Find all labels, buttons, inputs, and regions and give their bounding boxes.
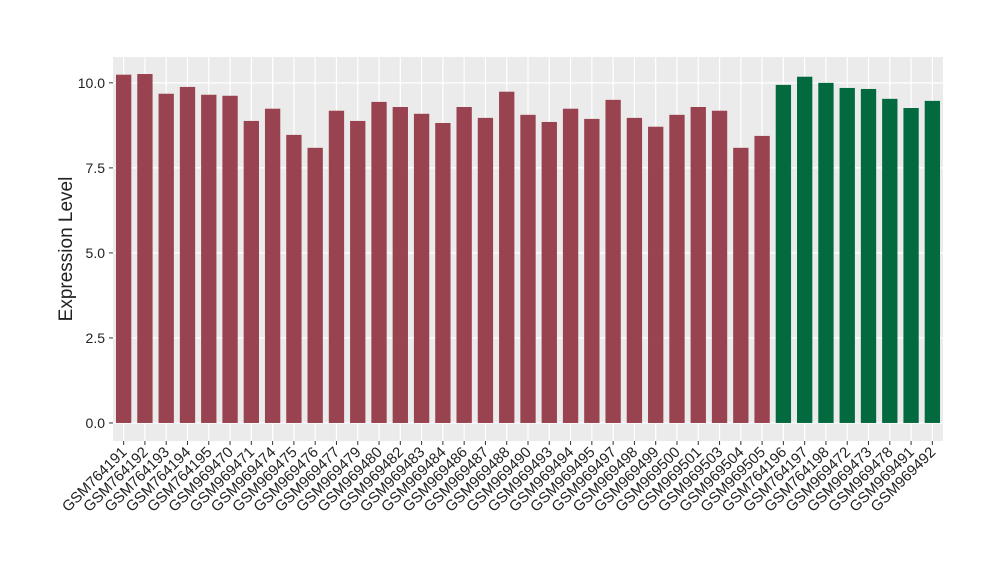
bar <box>307 147 323 423</box>
bar <box>626 117 643 423</box>
bar <box>499 91 515 423</box>
bar <box>456 106 472 423</box>
bar <box>690 106 706 423</box>
bar <box>392 106 408 423</box>
y-axis-label: Expression Level <box>56 177 77 322</box>
bar <box>797 76 813 423</box>
bar <box>413 113 430 423</box>
y-tick-label: 2.5 <box>86 330 106 346</box>
bar <box>733 147 749 423</box>
bar <box>520 114 536 423</box>
bar <box>541 121 557 423</box>
bar <box>286 134 302 423</box>
bar <box>648 126 664 423</box>
bar <box>222 95 238 423</box>
bar <box>158 93 174 423</box>
bar <box>584 118 600 423</box>
bar <box>435 122 451 423</box>
bar <box>562 108 579 423</box>
y-tick-label: 5.0 <box>86 245 106 261</box>
y-tick-label: 0.0 <box>86 415 106 431</box>
bar <box>882 98 898 423</box>
bar <box>179 86 196 423</box>
bar <box>839 87 855 423</box>
bar <box>775 84 792 423</box>
bar <box>669 114 685 423</box>
bar <box>924 100 941 423</box>
y-tick-label: 7.5 <box>86 160 106 176</box>
bar <box>818 82 834 423</box>
bar <box>243 120 259 423</box>
bar <box>605 99 621 423</box>
bar <box>115 74 132 423</box>
bar <box>711 110 728 423</box>
bar <box>350 120 366 423</box>
bar <box>371 101 387 423</box>
bar <box>328 110 345 423</box>
bar <box>754 135 770 423</box>
y-tick-label: 10.0 <box>78 75 105 91</box>
bar <box>201 94 217 423</box>
bar <box>477 117 494 423</box>
bar <box>137 74 153 423</box>
bar <box>903 108 919 423</box>
bar <box>860 88 877 423</box>
bar <box>264 108 281 423</box>
